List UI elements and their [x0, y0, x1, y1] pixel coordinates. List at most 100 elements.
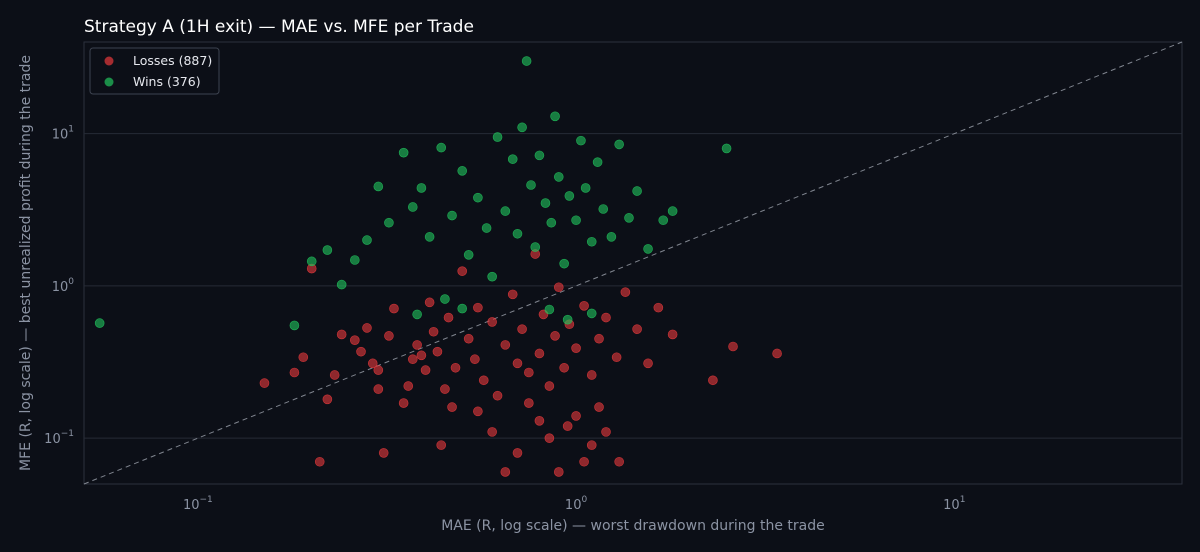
data-point — [436, 142, 447, 153]
data-point — [586, 370, 597, 380]
data-point — [550, 111, 560, 122]
data-point — [289, 320, 300, 331]
data-point — [457, 303, 468, 314]
data-point — [562, 314, 573, 325]
data-point — [540, 198, 551, 208]
data-point — [526, 180, 536, 190]
x-tick-label: 100 — [565, 495, 588, 513]
data-point — [728, 341, 738, 352]
data-point — [416, 183, 427, 193]
data-point — [428, 326, 439, 337]
data-point — [500, 206, 511, 216]
data-point — [367, 358, 378, 369]
data-point — [553, 282, 564, 293]
data-point — [658, 215, 669, 226]
data-point — [424, 297, 435, 308]
data-point — [579, 456, 589, 467]
data-point — [601, 312, 611, 323]
data-point — [373, 384, 384, 394]
legend: Losses (887) Wins (376) — [89, 47, 220, 95]
data-point — [289, 367, 300, 378]
data-point — [94, 318, 105, 328]
data-point — [398, 398, 409, 408]
data-point — [378, 448, 389, 458]
data-point — [500, 340, 511, 350]
x-tick-label: 10−1 — [183, 495, 213, 513]
data-point — [259, 378, 270, 388]
data-point — [580, 183, 591, 193]
data-point — [389, 303, 399, 314]
data-point — [512, 448, 523, 458]
data-point — [373, 181, 384, 192]
plot-area — [83, 41, 1183, 485]
data-point — [653, 302, 664, 313]
data-point — [534, 416, 545, 426]
series-wins — [94, 56, 732, 331]
data-point — [721, 143, 732, 154]
data-point — [373, 365, 384, 375]
data-point — [586, 308, 597, 319]
data-point — [336, 329, 347, 340]
data-point — [478, 375, 489, 386]
data-point — [450, 362, 461, 373]
data-point — [407, 202, 418, 212]
data-point — [550, 331, 560, 341]
data-point — [530, 242, 541, 252]
data-point — [620, 287, 631, 297]
data-point — [500, 467, 511, 477]
data-point — [322, 394, 333, 405]
data-point — [517, 324, 527, 334]
data-point — [643, 244, 653, 254]
data-point — [559, 362, 569, 373]
data-point — [576, 135, 586, 146]
data-point — [579, 301, 589, 311]
legend-marker-losses — [104, 56, 114, 66]
data-point — [432, 346, 443, 357]
data-point — [606, 232, 617, 242]
data-point — [362, 323, 372, 333]
data-point — [667, 329, 678, 340]
data-point — [534, 348, 545, 359]
x-tick-label: 101 — [943, 495, 965, 513]
data-point — [564, 191, 575, 201]
data-point — [512, 228, 523, 239]
y-axis-label: MFE (R, log scale) — best unrealized pro… — [18, 55, 34, 471]
data-point — [447, 210, 457, 221]
legend-marker-wins — [104, 77, 114, 87]
data-point — [329, 370, 340, 380]
data-point — [350, 255, 360, 265]
data-point — [398, 147, 409, 158]
data-point — [412, 340, 422, 350]
data-point — [772, 348, 782, 359]
data-point — [667, 206, 678, 216]
data-point — [440, 384, 450, 394]
data-point — [314, 456, 325, 467]
x-axis-label: MAE (R, log scale) — worst drawdown duri… — [441, 518, 825, 534]
data-point — [384, 217, 394, 228]
data-point — [436, 440, 447, 450]
data-point — [487, 427, 497, 437]
data-point — [632, 186, 642, 196]
data-point — [416, 350, 427, 361]
data-point — [553, 172, 564, 182]
data-point — [571, 411, 581, 421]
data-point — [586, 440, 597, 450]
data-point — [420, 365, 431, 375]
data-point — [298, 352, 309, 363]
data-point — [350, 335, 360, 346]
grid — [84, 133, 1182, 439]
data-point — [544, 381, 555, 391]
y-tick-label: 100 — [52, 277, 75, 295]
legend-box — [89, 47, 220, 95]
data-point — [470, 354, 480, 365]
legend-label-wins: Wins (376) — [133, 74, 201, 89]
data-point — [624, 213, 634, 223]
data-point — [546, 217, 557, 228]
data-point — [507, 289, 518, 300]
data-point — [614, 456, 624, 467]
data-point — [553, 467, 564, 477]
data-point — [632, 324, 642, 334]
data-point — [457, 266, 468, 276]
data-point — [463, 333, 474, 344]
data-point — [611, 352, 622, 363]
